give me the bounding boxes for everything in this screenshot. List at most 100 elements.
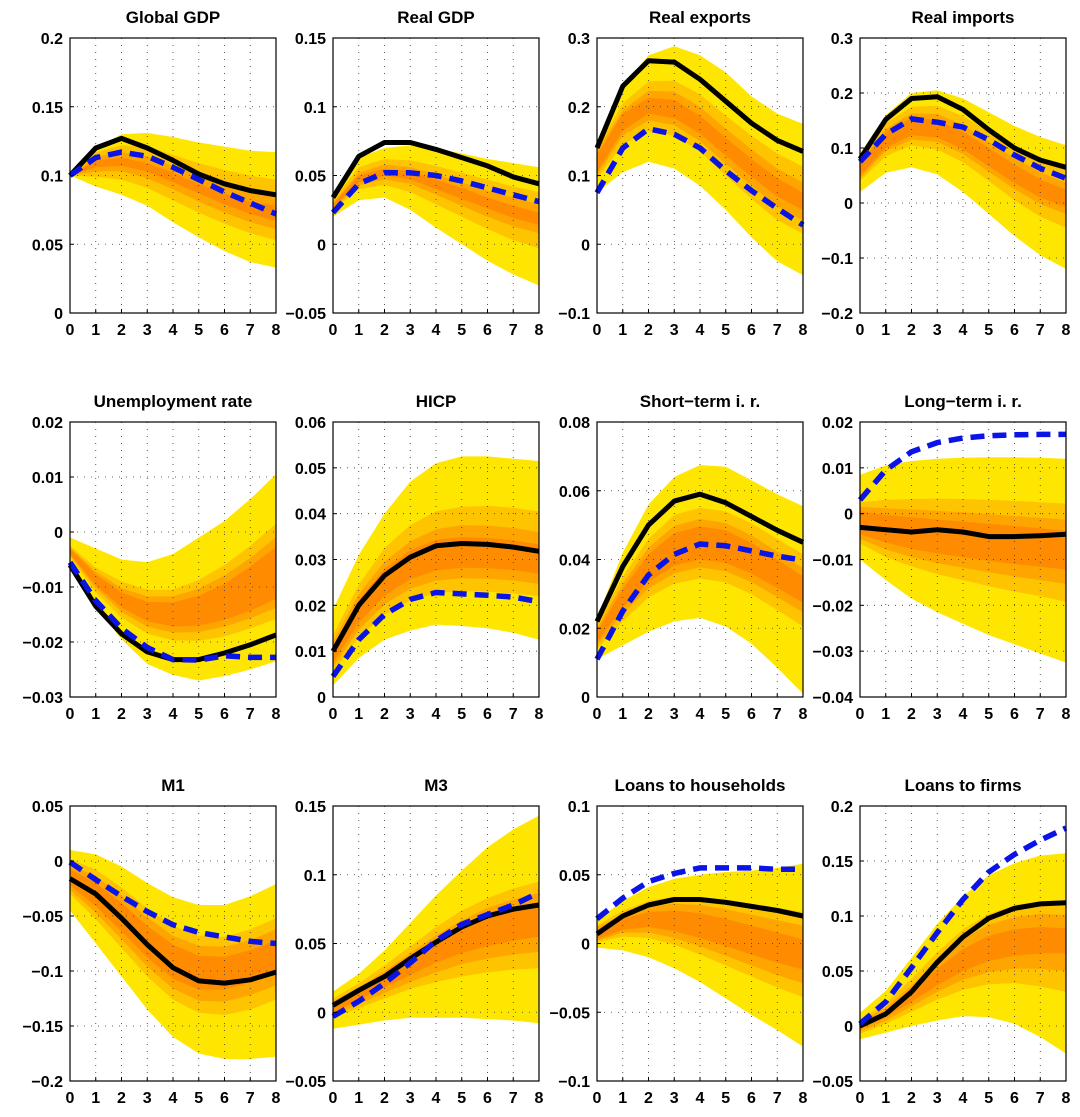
x-tick-label: 4 — [169, 322, 178, 339]
y-tick-label: 0.2 — [568, 100, 590, 117]
x-tick-label: 7 — [1036, 322, 1045, 339]
y-tick-label: −0.1 — [821, 251, 853, 268]
x-tick-label: 0 — [329, 1090, 338, 1107]
y-tick-label: 0.01 — [822, 461, 853, 478]
subplot-title: M3 — [424, 776, 448, 795]
y-tick-label: 0 — [844, 1019, 853, 1036]
x-tick-label: 5 — [984, 322, 993, 339]
x-tick-label: 6 — [220, 322, 229, 339]
y-tick-label: 0 — [317, 1005, 326, 1022]
x-tick-label: 0 — [856, 322, 865, 339]
x-tick-label: 7 — [509, 706, 518, 723]
confidence-band — [860, 927, 1066, 1030]
confidence-band — [70, 546, 276, 627]
y-tick-label: 0.04 — [295, 507, 326, 524]
x-tick-label: 2 — [644, 1090, 653, 1107]
x-tick-label: 7 — [246, 706, 255, 723]
x-tick-label: 6 — [483, 706, 492, 723]
subplot-title: Unemployment rate — [94, 392, 253, 411]
x-tick-label: 8 — [535, 706, 544, 723]
x-tick-label: 3 — [143, 322, 152, 339]
y-tick-label: 0.15 — [295, 799, 326, 816]
y-tick-label: −0.2 — [821, 306, 853, 323]
x-tick-label: 1 — [91, 706, 100, 723]
confidence-band — [333, 168, 539, 225]
x-tick-label: 1 — [618, 322, 627, 339]
subplot-title: Long−term i. r. — [904, 392, 1022, 411]
x-tick-label: 3 — [406, 1090, 415, 1107]
confidence-band — [70, 868, 276, 990]
dashed-series-line — [68, 149, 278, 217]
y-tick-label: 0 — [844, 507, 853, 524]
x-tick-label: 2 — [380, 706, 389, 723]
x-tick-label: 7 — [773, 322, 782, 339]
x-tick-label: 3 — [670, 706, 679, 723]
subplot-title: Global GDP — [126, 8, 220, 27]
y-tick-label: −0.1 — [558, 306, 590, 323]
y-tick-label: 0.04 — [559, 553, 590, 570]
y-tick-label: 0 — [581, 237, 590, 254]
x-tick-label: 5 — [194, 706, 203, 723]
y-tick-label: 0.2 — [831, 86, 853, 103]
y-tick-label: 0.05 — [32, 237, 63, 254]
solid-series-line — [330, 541, 540, 653]
dashed-series-line — [858, 825, 1068, 1026]
x-tick-label: 3 — [933, 322, 942, 339]
solid-series-line — [68, 876, 277, 986]
y-tick-label: 0.02 — [32, 415, 63, 432]
x-tick-label: 6 — [747, 706, 756, 723]
x-tick-label: 1 — [881, 706, 890, 723]
x-tick-label: 0 — [593, 322, 602, 339]
x-tick-label: 4 — [169, 706, 178, 723]
x-tick-label: 5 — [984, 1090, 993, 1107]
x-tick-label: 0 — [66, 1090, 75, 1107]
subplot: 0 1 2 3 4 5 6 7 8−0.04−0.03−0.02−0.0100.010.02Lo… — [813, 392, 1071, 723]
x-tick-label: 8 — [535, 322, 544, 339]
y-tick-label: 0.05 — [295, 169, 326, 186]
y-tick-label: −0.03 — [23, 690, 64, 707]
y-tick-label: 0.1 — [41, 169, 63, 186]
y-tick-label: 0.02 — [559, 621, 590, 638]
y-tick-label: 0.1 — [831, 909, 853, 926]
y-tick-label: 0.01 — [32, 470, 63, 487]
x-tick-label: 4 — [432, 322, 441, 339]
x-tick-label: 1 — [354, 322, 363, 339]
x-tick-label: 7 — [1036, 706, 1045, 723]
subplot-title: Real imports — [912, 8, 1015, 27]
y-tick-label: 0.15 — [32, 100, 63, 117]
x-tick-label: 0 — [593, 706, 602, 723]
dashed-series-line — [857, 116, 1067, 181]
solid-series-line — [857, 94, 1067, 170]
x-tick-label: 4 — [432, 706, 441, 723]
x-tick-label: 2 — [907, 322, 916, 339]
solid-series-line — [330, 140, 540, 199]
y-tick-label: 0.03 — [295, 553, 326, 570]
y-tick-label: 0.1 — [831, 141, 853, 158]
x-tick-label: 3 — [406, 706, 415, 723]
x-tick-label: 7 — [246, 322, 255, 339]
dashed-series-line — [67, 560, 276, 663]
confidence-band — [333, 164, 539, 234]
x-tick-label: 6 — [483, 1090, 492, 1107]
subplot-title: Short−term i. r. — [640, 392, 760, 411]
x-tick-label: 1 — [354, 1090, 363, 1107]
x-tick-label: 7 — [773, 706, 782, 723]
x-tick-label: 7 — [509, 1090, 518, 1107]
subplot-title: Real exports — [649, 8, 751, 27]
x-tick-label: 2 — [907, 1090, 916, 1107]
y-tick-label: −0.02 — [23, 635, 64, 652]
dashed-series-line — [68, 859, 277, 947]
dashed-series-line — [594, 126, 805, 228]
y-tick-label: −0.1 — [558, 1074, 590, 1091]
x-tick-label: 3 — [143, 1090, 152, 1107]
x-tick-label: 6 — [220, 1090, 229, 1107]
